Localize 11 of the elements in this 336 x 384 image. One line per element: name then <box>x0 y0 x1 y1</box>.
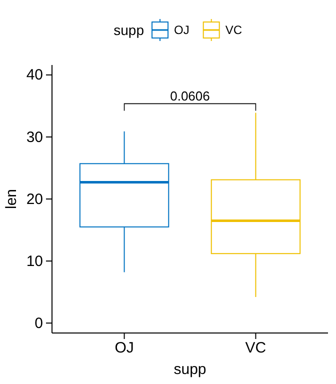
y-axis-title: len <box>3 188 20 210</box>
x-axis-title: supp <box>174 361 206 378</box>
y-tick-label: 10 <box>26 252 43 270</box>
y-tick-label: 30 <box>26 128 43 146</box>
legend-label: VC <box>225 23 242 37</box>
legend-title: supp <box>114 22 144 38</box>
y-tick-label: 0 <box>34 314 43 332</box>
y-tick-label: 40 <box>26 66 43 84</box>
y-tick-label: 20 <box>26 190 43 208</box>
legend-label: OJ <box>174 23 190 37</box>
annotation: 0.0606 <box>170 88 210 104</box>
